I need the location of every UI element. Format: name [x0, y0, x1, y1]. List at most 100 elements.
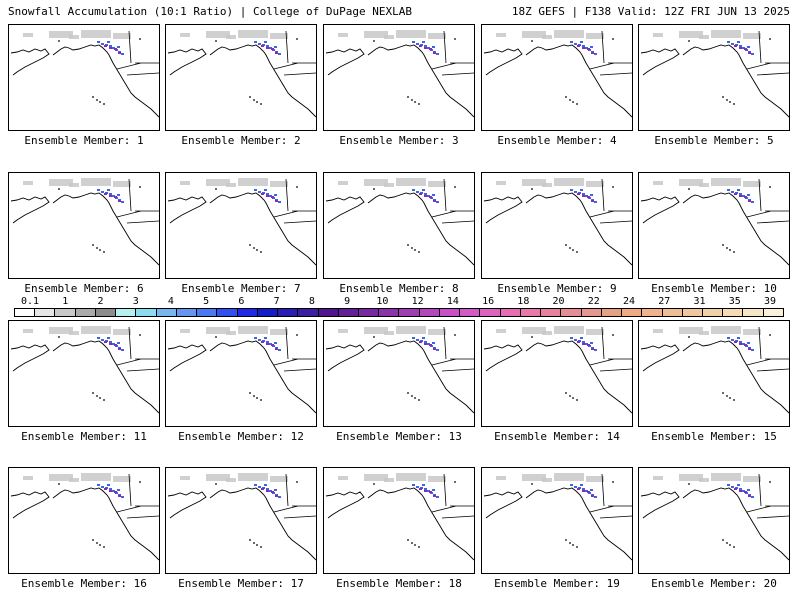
- snow-light-area: [554, 30, 584, 38]
- snow-light-area: [270, 476, 288, 482]
- island: [729, 544, 731, 546]
- political-borders: [431, 30, 474, 76]
- colorbar-tick-label: 3: [132, 296, 139, 307]
- island: [569, 542, 571, 544]
- snow-light-area: [586, 329, 604, 335]
- snow-moderate-area: [582, 488, 585, 490]
- map-svg: [167, 473, 316, 561]
- snow-moderate-area: [739, 193, 742, 195]
- snow-moderate-area: [269, 47, 272, 49]
- snow-light-area: [743, 181, 761, 187]
- snow-moderate-area: [751, 201, 754, 203]
- snow-moderate-area: [582, 193, 585, 195]
- ensemble-member-label: Ensemble Member: 3: [339, 134, 459, 147]
- ensemble-member-label: Ensemble Member: 10: [651, 282, 777, 295]
- island: [256, 544, 258, 546]
- snow-moderate-area: [254, 41, 257, 43]
- snow-heavy-area: [261, 45, 264, 47]
- ensemble-member-map: [323, 320, 475, 427]
- snow-moderate-area: [727, 484, 730, 486]
- political-borders: [589, 30, 632, 76]
- snow-light-area: [699, 183, 709, 187]
- map-svg: [10, 30, 159, 118]
- snow-moderate-area: [574, 43, 577, 45]
- snow-heavy-area: [577, 488, 580, 490]
- island: [733, 546, 735, 548]
- snow-heavy-area: [587, 491, 590, 493]
- snow-moderate-area: [424, 193, 427, 195]
- island: [99, 101, 101, 103]
- snow-light-area: [364, 31, 388, 38]
- colorbar-tick-label: 9: [344, 296, 351, 307]
- snow-light-area: [699, 331, 709, 335]
- snow-heavy-area: [104, 45, 107, 47]
- snow-light-area: [238, 326, 268, 334]
- ensemble-member-label: Ensemble Member: 8: [339, 282, 459, 295]
- island: [256, 101, 258, 103]
- snow-moderate-area: [266, 193, 269, 195]
- ensemble-member-map: [323, 172, 475, 279]
- snow-heavy-area: [587, 48, 590, 50]
- island: [576, 546, 578, 548]
- political-borders: [589, 326, 632, 372]
- colorbar-swatch: [278, 309, 299, 316]
- colorbar-swatch: [419, 309, 440, 316]
- island: [612, 481, 614, 483]
- snow-moderate-area: [585, 47, 588, 49]
- snow-light-area: [542, 478, 552, 482]
- snow-heavy-area: [734, 193, 737, 195]
- island: [253, 542, 255, 544]
- island: [722, 392, 724, 394]
- island: [726, 395, 728, 397]
- snow-light-area: [384, 183, 394, 187]
- snow-moderate-area: [727, 189, 730, 191]
- snow-light-area: [270, 33, 288, 39]
- snow-heavy-area: [748, 200, 751, 202]
- map-svg: [10, 473, 159, 561]
- ensemble-member-label: Ensemble Member: 19: [494, 577, 620, 590]
- colorbar-tick-label: 22: [587, 296, 600, 307]
- colorbar-swatch: [460, 309, 481, 316]
- map-svg: [640, 473, 789, 561]
- snow-moderate-area: [594, 53, 597, 55]
- snow-heavy-area: [271, 48, 274, 50]
- snow-moderate-area: [422, 189, 425, 191]
- ensemble-member-label: Ensemble Member: 7: [181, 282, 301, 295]
- colorbar-tick-label: 20: [552, 296, 565, 307]
- snow-heavy-area: [739, 195, 742, 197]
- snow-light-area: [542, 331, 552, 335]
- island: [96, 247, 98, 249]
- colorbar-swatch: [75, 309, 96, 316]
- snow-light-area: [49, 327, 73, 334]
- snow-moderate-area: [432, 46, 435, 48]
- snow-light-area: [270, 181, 288, 187]
- snow-light-area: [364, 327, 388, 334]
- snow-heavy-area: [429, 491, 432, 493]
- island: [418, 103, 420, 105]
- political-borders: [589, 473, 632, 519]
- island: [454, 334, 456, 336]
- island: [569, 99, 571, 101]
- snow-light-area: [338, 181, 348, 185]
- island: [688, 188, 690, 190]
- ensemble-member-label: Ensemble Member: 18: [336, 577, 462, 590]
- island: [58, 40, 60, 42]
- political-borders: [589, 178, 632, 224]
- snow-moderate-area: [574, 486, 577, 488]
- snow-light-area: [542, 35, 552, 39]
- snow-heavy-area: [114, 48, 117, 50]
- island: [249, 392, 251, 394]
- ensemble-member-map: [323, 467, 475, 574]
- snow-moderate-area: [731, 43, 734, 45]
- island: [565, 539, 567, 541]
- snow-moderate-area: [436, 496, 439, 498]
- island: [92, 244, 94, 246]
- island: [572, 101, 574, 103]
- snow-moderate-area: [278, 53, 281, 55]
- colorbar-tick-label: 7: [273, 296, 280, 307]
- snow-light-area: [69, 183, 79, 187]
- island: [722, 539, 724, 541]
- snow-moderate-area: [594, 349, 597, 351]
- snow-moderate-area: [109, 193, 112, 195]
- colorbar-swatch: [723, 309, 744, 316]
